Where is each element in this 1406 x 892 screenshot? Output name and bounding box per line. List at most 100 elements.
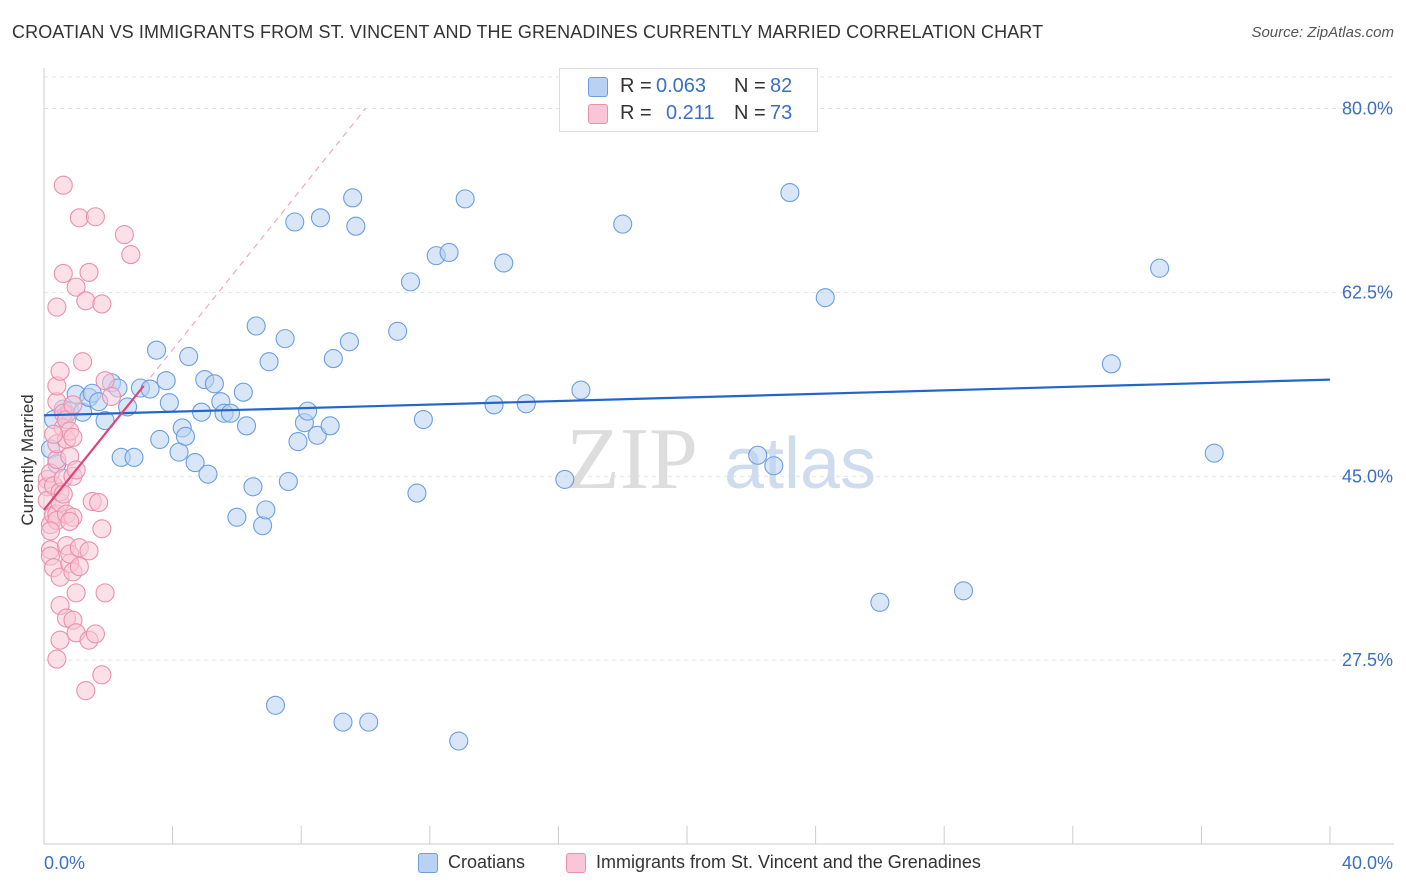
point-croatians xyxy=(1204,443,1224,463)
point-immigrants xyxy=(79,262,99,282)
point-croatians xyxy=(150,429,170,450)
point-immigrants xyxy=(85,207,105,227)
point-immigrants xyxy=(53,175,73,195)
point-croatians xyxy=(159,393,179,413)
point-croatians xyxy=(484,395,504,415)
point-croatians xyxy=(555,469,575,489)
point-immigrants xyxy=(69,557,89,577)
point-immigrants xyxy=(47,649,67,669)
trend-extension-immigrants xyxy=(143,108,366,387)
point-immigrants xyxy=(79,541,99,561)
point-croatians xyxy=(343,188,363,208)
point-immigrants xyxy=(76,681,96,701)
watermark-zip: ZIP xyxy=(566,411,698,508)
y-tick-label: 27.5% xyxy=(1342,650,1393,670)
point-croatians xyxy=(256,500,276,520)
point-croatians xyxy=(307,425,327,445)
watermark: ZIP atlas xyxy=(566,411,876,508)
x-tick-label-max: 40.0% xyxy=(1342,853,1393,873)
x-tick-label-min: 0.0% xyxy=(44,853,85,873)
series-label-croatians: Croatians xyxy=(448,852,526,872)
gridlines xyxy=(44,76,1394,661)
point-croatians xyxy=(185,453,205,473)
point-croatians xyxy=(198,464,218,484)
point-immigrants xyxy=(89,492,109,513)
point-immigrants xyxy=(121,245,141,265)
point-immigrants xyxy=(50,361,70,381)
point-croatians xyxy=(265,695,286,715)
point-croatians xyxy=(815,288,835,308)
point-croatians xyxy=(764,456,784,476)
point-croatians xyxy=(516,394,536,414)
point-immigrants xyxy=(44,424,64,444)
point-croatians xyxy=(953,581,974,601)
point-croatians xyxy=(140,379,160,399)
point-immigrants xyxy=(101,386,122,406)
tick-labels: 27.5% 45.0% 62.5% 80.0% 0.0% 40.0% Currently M… xyxy=(18,99,1393,873)
trend-lines xyxy=(43,378,1331,511)
point-croatians xyxy=(494,253,514,273)
legend-n-value: 73 xyxy=(770,102,793,124)
point-croatians xyxy=(146,340,167,360)
point-croatians xyxy=(156,371,176,391)
y-tick-label: 62.5% xyxy=(1342,282,1393,302)
point-croatians xyxy=(220,403,241,423)
point-croatians xyxy=(748,445,768,465)
point-croatians xyxy=(233,382,253,402)
y-axis-label: Currently Married xyxy=(18,394,37,525)
point-croatians xyxy=(253,516,273,536)
point-immigrants xyxy=(92,294,112,314)
point-croatians xyxy=(439,242,459,263)
point-immigrants xyxy=(53,263,73,284)
legend-swatch-pink xyxy=(588,104,608,124)
point-croatians xyxy=(346,216,366,236)
point-croatians xyxy=(1101,354,1121,374)
trend-lines-back xyxy=(143,108,366,387)
point-croatians xyxy=(175,426,196,446)
point-croatians xyxy=(613,214,633,234)
point-croatians xyxy=(323,349,343,369)
legend-r-value: 0.063 xyxy=(656,75,707,97)
legend-r-value: 0.211 xyxy=(666,102,715,124)
point-croatians xyxy=(204,374,224,394)
point-croatians xyxy=(571,380,591,400)
point-croatians xyxy=(227,507,247,527)
stats-legend: R = 0.063 N = 82 R = 0.211 N = 73 xyxy=(559,68,818,132)
point-immigrants xyxy=(92,519,112,539)
series-swatch-blue xyxy=(418,853,438,873)
legend-swatch-blue xyxy=(588,77,608,97)
point-immigrants xyxy=(92,665,112,685)
point-croatians xyxy=(285,212,305,232)
point-immigrants xyxy=(95,583,115,603)
y-tick-label: 80.0% xyxy=(1342,99,1393,119)
trend-line-croatians xyxy=(43,378,1331,417)
point-croatians xyxy=(407,483,427,503)
point-croatians xyxy=(275,329,295,349)
series-label-immigrants: Immigrants from St. Vincent and the Gren… xyxy=(596,852,981,872)
point-croatians xyxy=(298,401,318,421)
legend-n-value: 82 xyxy=(770,75,793,97)
legend-r-label: R = xyxy=(620,75,652,97)
axes xyxy=(43,68,1394,845)
point-croatians xyxy=(95,411,115,431)
y-tick-label: 45.0% xyxy=(1342,466,1393,486)
point-immigrants xyxy=(40,521,60,541)
point-croatians xyxy=(400,272,421,292)
point-immigrants xyxy=(114,225,134,245)
point-croatians xyxy=(339,332,359,352)
point-immigrants xyxy=(63,395,83,415)
point-croatians xyxy=(333,712,353,732)
point-immigrants xyxy=(66,583,86,603)
point-croatians xyxy=(124,447,144,467)
chart-title: CROATIAN VS IMMIGRANTS FROM ST. VINCENT … xyxy=(12,22,1044,42)
point-immigrants xyxy=(63,427,83,447)
point-croatians xyxy=(780,183,800,203)
point-croatians xyxy=(179,346,199,367)
point-croatians xyxy=(388,321,408,341)
point-croatians xyxy=(449,731,469,751)
point-immigrants xyxy=(60,511,80,531)
trend-line-immigrants xyxy=(43,385,145,511)
point-croatians xyxy=(1150,258,1170,278)
legend-n-label: N = xyxy=(734,75,766,97)
